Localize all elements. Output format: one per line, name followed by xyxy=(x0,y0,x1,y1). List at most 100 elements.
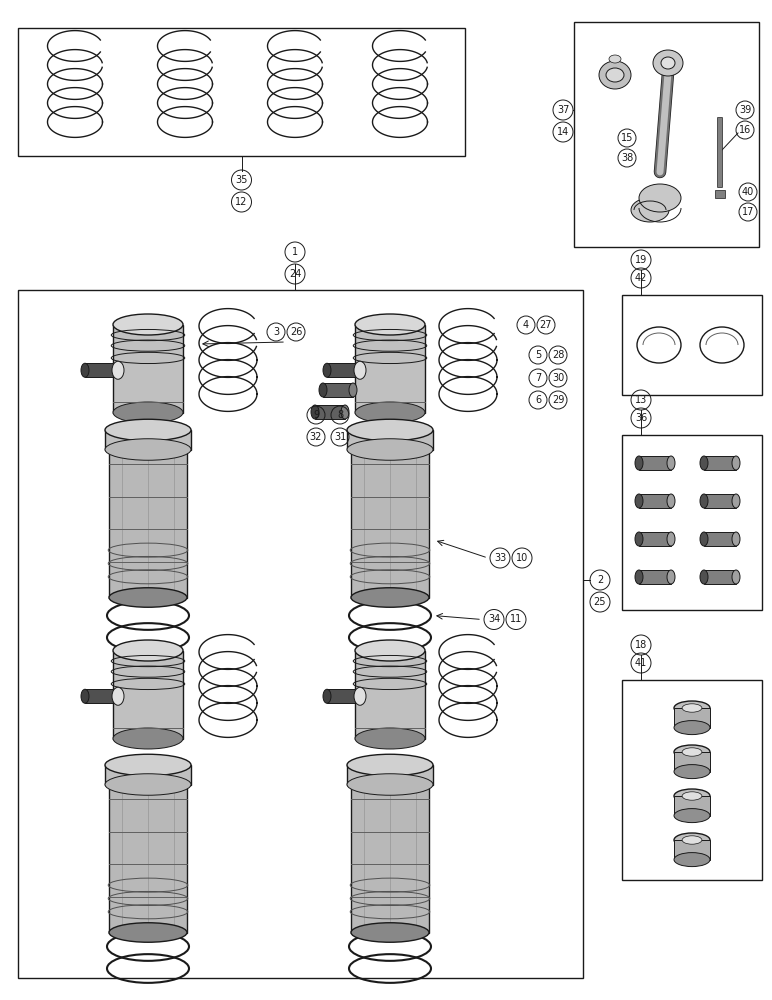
Ellipse shape xyxy=(105,439,191,460)
Ellipse shape xyxy=(606,68,624,82)
Bar xyxy=(109,450,187,597)
Bar xyxy=(622,295,762,395)
Ellipse shape xyxy=(355,402,425,423)
Text: 34: 34 xyxy=(488,614,500,624)
Ellipse shape xyxy=(674,745,710,759)
Text: 15: 15 xyxy=(621,133,633,143)
Ellipse shape xyxy=(109,588,187,607)
Text: 6: 6 xyxy=(535,395,541,405)
Bar xyxy=(674,840,710,860)
Text: 26: 26 xyxy=(290,327,302,337)
Ellipse shape xyxy=(81,363,89,377)
Text: 9: 9 xyxy=(313,410,319,420)
Text: 33: 33 xyxy=(494,553,506,563)
Ellipse shape xyxy=(700,494,708,508)
Bar xyxy=(355,324,425,412)
Ellipse shape xyxy=(113,314,183,335)
Ellipse shape xyxy=(347,774,433,795)
Ellipse shape xyxy=(674,721,710,735)
Ellipse shape xyxy=(105,774,191,795)
Ellipse shape xyxy=(635,532,643,546)
Ellipse shape xyxy=(674,853,710,867)
Ellipse shape xyxy=(109,923,187,942)
Bar xyxy=(315,405,345,419)
Bar xyxy=(347,765,433,784)
Bar xyxy=(85,363,113,377)
Text: 8: 8 xyxy=(337,410,343,420)
Text: 32: 32 xyxy=(310,432,322,442)
Text: 16: 16 xyxy=(739,125,751,135)
Bar xyxy=(113,324,183,412)
Text: 42: 42 xyxy=(635,273,647,283)
Ellipse shape xyxy=(661,57,675,69)
Text: 35: 35 xyxy=(235,175,248,185)
Text: 14: 14 xyxy=(557,127,569,137)
Ellipse shape xyxy=(105,419,191,441)
Text: 11: 11 xyxy=(510,614,522,624)
Bar xyxy=(622,435,762,610)
Bar xyxy=(639,456,671,470)
Ellipse shape xyxy=(732,532,740,546)
Bar xyxy=(323,383,353,397)
Ellipse shape xyxy=(349,383,357,397)
Text: 40: 40 xyxy=(742,187,754,197)
Ellipse shape xyxy=(631,198,669,222)
Ellipse shape xyxy=(355,728,425,749)
Ellipse shape xyxy=(674,789,710,803)
Ellipse shape xyxy=(355,314,425,335)
Ellipse shape xyxy=(112,687,124,705)
Text: 13: 13 xyxy=(635,395,647,405)
Text: 19: 19 xyxy=(635,255,647,265)
Text: 12: 12 xyxy=(235,197,248,207)
Ellipse shape xyxy=(311,405,319,419)
Bar xyxy=(674,752,710,772)
Text: 28: 28 xyxy=(552,350,564,360)
Bar xyxy=(85,689,113,703)
Ellipse shape xyxy=(347,419,433,441)
Bar xyxy=(327,689,355,703)
Bar xyxy=(639,570,671,584)
Bar xyxy=(18,28,465,156)
Text: 25: 25 xyxy=(594,597,606,607)
Text: 10: 10 xyxy=(516,553,528,563)
Ellipse shape xyxy=(682,836,702,844)
Text: 29: 29 xyxy=(552,395,564,405)
Ellipse shape xyxy=(732,494,740,508)
Bar xyxy=(347,430,433,450)
Ellipse shape xyxy=(635,456,643,470)
Ellipse shape xyxy=(674,765,710,779)
Ellipse shape xyxy=(341,405,349,419)
Ellipse shape xyxy=(354,361,366,379)
Ellipse shape xyxy=(113,402,183,423)
Ellipse shape xyxy=(674,809,710,823)
Text: 24: 24 xyxy=(289,269,301,279)
Ellipse shape xyxy=(667,494,675,508)
Text: 5: 5 xyxy=(535,350,541,360)
Bar xyxy=(674,796,710,816)
Bar xyxy=(704,494,736,508)
Bar xyxy=(639,532,671,546)
Ellipse shape xyxy=(732,570,740,584)
Ellipse shape xyxy=(105,754,191,776)
Text: 36: 36 xyxy=(635,413,647,423)
Ellipse shape xyxy=(599,61,631,89)
Ellipse shape xyxy=(667,570,675,584)
Ellipse shape xyxy=(682,748,702,756)
Bar xyxy=(674,708,710,728)
Ellipse shape xyxy=(81,689,89,703)
Text: 7: 7 xyxy=(535,373,541,383)
Bar xyxy=(622,680,762,880)
Text: 18: 18 xyxy=(635,640,647,650)
Text: 37: 37 xyxy=(557,105,569,115)
Ellipse shape xyxy=(355,640,425,661)
Bar xyxy=(105,765,191,784)
Ellipse shape xyxy=(700,570,708,584)
Bar xyxy=(574,22,759,247)
Text: 2: 2 xyxy=(597,575,603,585)
Text: 38: 38 xyxy=(621,153,633,163)
Ellipse shape xyxy=(351,923,429,942)
Ellipse shape xyxy=(323,689,331,703)
Ellipse shape xyxy=(347,439,433,460)
Text: 39: 39 xyxy=(739,105,751,115)
Ellipse shape xyxy=(319,383,327,397)
